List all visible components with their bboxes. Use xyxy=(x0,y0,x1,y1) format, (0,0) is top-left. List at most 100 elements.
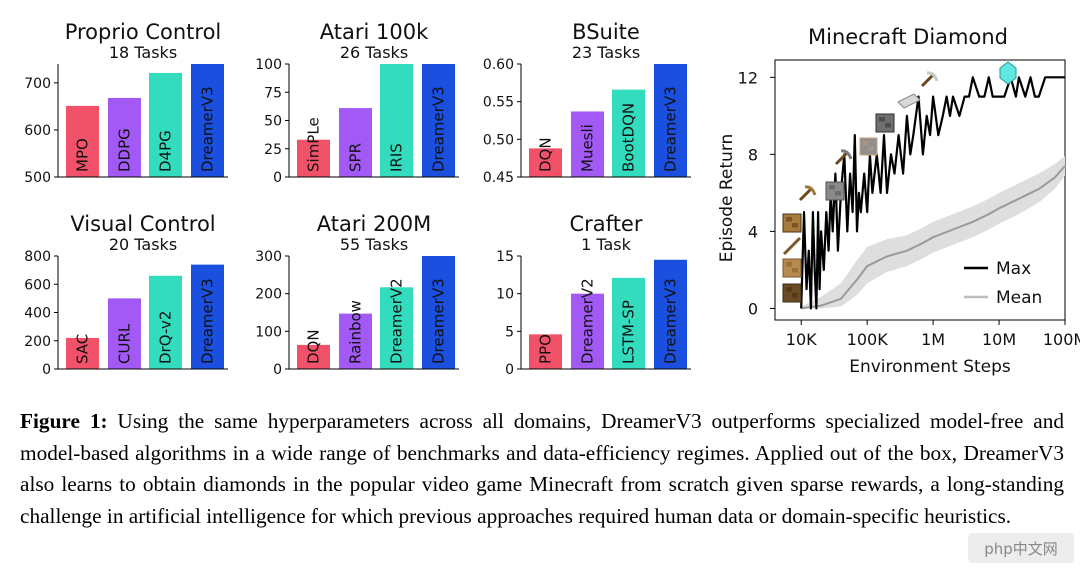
panel-subtitle: 20 Tasks xyxy=(109,235,177,254)
figure-caption: Figure 1: Using the same hyperparameters… xyxy=(20,406,1064,532)
cobblestone-icon xyxy=(825,181,845,201)
bar xyxy=(654,259,687,369)
y-tick-label: 0 xyxy=(273,170,282,186)
y-axis-label: Episode Return xyxy=(717,134,737,263)
bar xyxy=(66,337,99,369)
bar-label: Rainbow xyxy=(347,300,365,364)
bar xyxy=(571,293,604,369)
x-axis-label: Environment Steps xyxy=(849,357,1011,377)
diamond-icon xyxy=(999,61,1017,85)
bar-label: SAC xyxy=(74,334,92,364)
bar xyxy=(108,298,141,369)
y-tick-label: 0 xyxy=(273,362,282,378)
bar xyxy=(339,108,372,177)
bar-label: D4PG xyxy=(157,130,175,172)
bar-label: DreamerV3 xyxy=(430,278,448,364)
y-tick-label: 10 xyxy=(496,287,514,303)
panel-subtitle: 26 Tasks xyxy=(340,43,408,62)
panel-title: Proprio Control xyxy=(65,20,222,44)
x-tick-label: 10M xyxy=(982,330,1016,349)
bar xyxy=(66,105,99,177)
bar-label: DreamerV3 xyxy=(430,86,448,172)
bar-label: BootDQN xyxy=(620,103,638,172)
max-line xyxy=(800,76,1065,310)
x-tick-label: 100K xyxy=(847,330,889,349)
watermark: php中文网 xyxy=(968,533,1074,563)
line-panel-minecraft: Minecraft Diamond 10K 100K 1M 10M 100M 0 4 8 12 En… xyxy=(717,25,1080,377)
y-tick-label: 200 xyxy=(255,287,282,303)
y-tick-label: 25 xyxy=(264,142,282,158)
panel-title: Atari 100k xyxy=(320,20,429,44)
furnace-icon xyxy=(875,113,895,133)
bar xyxy=(380,287,413,369)
y-tick-label: 200 xyxy=(24,334,51,350)
y-tick-label: 4 xyxy=(748,222,758,241)
y-tick-label: 500 xyxy=(24,170,51,186)
bar xyxy=(612,277,645,369)
bar xyxy=(149,72,182,177)
stone-pickaxe-icon xyxy=(834,149,853,166)
bar-label: DreamerV3 xyxy=(662,278,680,364)
wooden-pickaxe-icon xyxy=(798,185,817,202)
x-tick-label: 1M xyxy=(921,330,945,349)
bar xyxy=(191,64,224,177)
bar xyxy=(297,344,330,369)
y-tick-label: 12 xyxy=(738,68,758,87)
bar-label: DreamerV3 xyxy=(199,86,217,172)
bar xyxy=(108,97,141,177)
bar xyxy=(191,264,224,369)
bar-label: DrQ-v2 xyxy=(157,311,175,364)
y-tick-label: 400 xyxy=(24,306,51,322)
stick-icon xyxy=(782,236,802,256)
panel-title: Atari 200M xyxy=(317,212,431,236)
panel-subtitle: 23 Tasks xyxy=(572,43,640,62)
y-tick-label: 300 xyxy=(255,249,282,265)
bar-label: Muesli xyxy=(579,124,597,172)
panel-title: Visual Control xyxy=(70,212,215,236)
bar xyxy=(529,334,562,369)
bar-label: DreamerV2 xyxy=(579,278,597,364)
bar-label: IRIS xyxy=(388,143,406,172)
bar-label: DreamerV2 xyxy=(388,278,406,364)
plot-frame xyxy=(774,59,1066,321)
y-tick-label: 50 xyxy=(264,114,282,130)
planks-icon xyxy=(782,258,802,278)
panel-subtitle: 55 Tasks xyxy=(340,235,408,254)
bar-label: DDPG xyxy=(116,128,134,172)
bar-label: LSTM-SP xyxy=(620,300,638,364)
panel-title: BSuite xyxy=(572,20,640,44)
y-tick-label: 0 xyxy=(748,299,758,318)
y-tick-label: 0.45 xyxy=(483,170,514,186)
y-tick-label: 0.55 xyxy=(483,95,514,111)
legend-label-mean: Mean xyxy=(996,288,1042,308)
item-icons xyxy=(782,61,1017,303)
panel-title: Crafter xyxy=(570,212,643,236)
bar xyxy=(380,64,413,177)
legend: Max Mean xyxy=(964,259,1042,308)
bar xyxy=(529,148,562,177)
y-tick-label: 0.60 xyxy=(483,57,514,73)
crafting-table-icon xyxy=(782,213,802,233)
bar xyxy=(297,139,330,177)
bar-label: DQN xyxy=(537,137,555,172)
y-tick-label: 5 xyxy=(505,324,514,340)
bar-label: SPR xyxy=(347,143,365,172)
y-tick-label: 600 xyxy=(24,123,51,139)
panel-subtitle: 18 Tasks xyxy=(109,43,177,62)
x-tick-label: 10K xyxy=(786,330,817,349)
iron-pickaxe-icon xyxy=(920,71,939,88)
y-tick-label: 75 xyxy=(264,85,282,101)
iron-ore-icon xyxy=(859,137,878,156)
bar-label: MPO xyxy=(74,138,92,172)
bar-label: DreamerV3 xyxy=(662,86,680,172)
caption-text: Using the same hyperparameters across al… xyxy=(20,409,1064,528)
bar xyxy=(612,89,645,177)
y-tick-label: 100 xyxy=(255,324,282,340)
panel-subtitle: 1 Task xyxy=(581,235,632,254)
